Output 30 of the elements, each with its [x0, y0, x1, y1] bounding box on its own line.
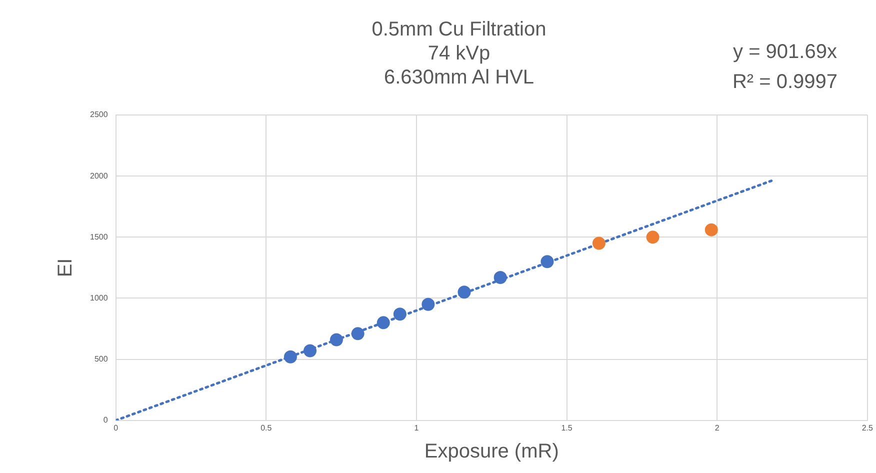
point — [284, 350, 297, 364]
x-tick-label: 1 — [414, 423, 420, 432]
point — [704, 223, 718, 236]
y-tick-label: 0 — [103, 416, 108, 425]
x-tick-label: 0 — [114, 423, 119, 432]
x-tick-label: 2 — [714, 423, 720, 432]
point — [304, 344, 317, 358]
y-tick-label: 1000 — [90, 293, 108, 302]
x-tick-label: 1.5 — [561, 423, 573, 432]
y-tick-label: 2000 — [90, 171, 108, 180]
point — [458, 286, 471, 299]
point — [376, 316, 390, 330]
text: R² = 0.9997 — [732, 71, 838, 93]
x-tick-label: 2.5 — [862, 423, 874, 432]
point — [351, 327, 364, 340]
y-tick-label: 1500 — [90, 232, 108, 242]
point — [646, 230, 660, 244]
y-tick-label: 2500 — [90, 110, 108, 120]
y-axis-title: EI — [54, 258, 77, 278]
point — [494, 270, 507, 284]
point — [422, 298, 435, 311]
chart-title: 0.5mm Cu Filtration 74 kVp 6.630mm Al HVL — [372, 18, 546, 89]
x-tick-label: 0.5 — [260, 423, 272, 432]
y-tick-label: 500 — [94, 354, 108, 364]
point — [592, 236, 606, 250]
text: y = 901.69x — [733, 41, 837, 63]
point — [540, 255, 554, 268]
point — [393, 308, 406, 321]
x-axis-title: Exposure (mR) — [424, 440, 559, 463]
point — [330, 333, 343, 346]
